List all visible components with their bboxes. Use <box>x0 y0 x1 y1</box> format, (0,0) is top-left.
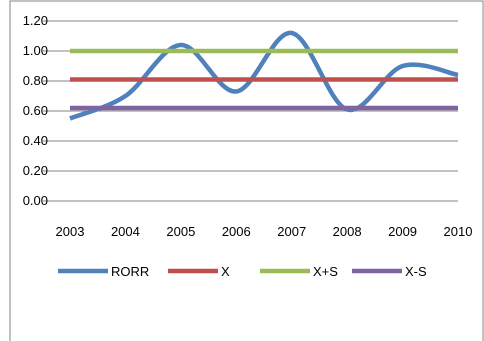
x-tick-label: 2003 <box>56 224 85 239</box>
x-tick-label: 2007 <box>277 224 306 239</box>
legend-label: X <box>221 264 230 279</box>
y-tick-label: 1.00 <box>23 43 48 58</box>
y-tick-label: 0.20 <box>23 163 48 178</box>
y-tick-label: 0.60 <box>23 103 48 118</box>
x-tick-label: 2008 <box>333 224 362 239</box>
y-axis-tick-labels: 0.00 0.20 0.40 0.60 0.80 1.00 1.20 <box>23 13 48 208</box>
y-tick-label: 1.20 <box>23 13 48 28</box>
y-tick-label: 0.40 <box>23 133 48 148</box>
x-tick-label: 2009 <box>388 224 417 239</box>
legend-label: X-S <box>405 264 427 279</box>
x-tick-label: 2010 <box>444 224 473 239</box>
legend-label: RORR <box>111 264 149 279</box>
x-tick-label: 2004 <box>111 224 140 239</box>
legend-label: X+S <box>313 264 338 279</box>
grid-lines <box>43 20 458 202</box>
legend: RORR X X+S X-S <box>58 264 427 279</box>
series-line-rorr <box>69 30 459 121</box>
y-tick-label: 0.80 <box>23 73 48 88</box>
series-lines <box>69 30 459 121</box>
x-axis-tick-labels: 2003 2004 2005 2006 2007 2008 2009 2010 <box>56 224 473 239</box>
x-tick-label: 2006 <box>222 224 251 239</box>
x-tick-label: 2005 <box>166 224 195 239</box>
y-tick-label: 0.00 <box>23 193 48 208</box>
chart-border <box>9 0 484 341</box>
